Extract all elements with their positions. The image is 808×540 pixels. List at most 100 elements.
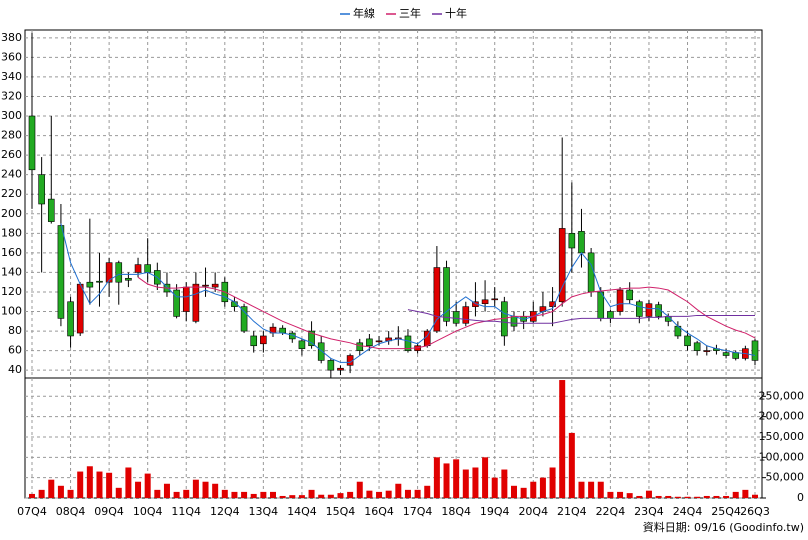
x-tick-label: 08Q4	[56, 505, 86, 518]
candle-body	[211, 283, 219, 288]
volume-bar	[318, 494, 325, 498]
volume-bar	[568, 432, 575, 498]
candle-body	[607, 311, 614, 319]
y2-tick-label: 200,000	[759, 410, 805, 423]
x-tick-label: 19Q4	[480, 505, 510, 518]
candle-body	[86, 281, 94, 288]
volume-bar	[491, 477, 498, 498]
y2-tick-label: 0	[797, 491, 804, 504]
candle-body	[38, 174, 45, 205]
candle-body	[636, 301, 643, 317]
candle-body	[202, 284, 209, 287]
volume-bar	[655, 495, 662, 498]
candle-body	[481, 299, 489, 305]
volume-bar	[144, 473, 151, 498]
legend-label: 年線	[353, 6, 375, 20]
volume-bar	[221, 489, 228, 498]
volume-bar	[289, 495, 296, 498]
candle-body	[279, 327, 286, 334]
volume-bar	[308, 489, 315, 498]
x-tick-label: 13Q4	[249, 505, 279, 518]
ma-line	[137, 276, 756, 350]
y-tick-label: 80	[8, 324, 22, 337]
volume-bar	[462, 469, 469, 498]
candle-body	[751, 340, 759, 361]
volume-bar	[511, 485, 517, 498]
y-tick-label: 360	[1, 50, 22, 63]
volume-bar	[414, 489, 421, 498]
y-tick-label: 60	[8, 344, 22, 357]
y-tick-label: 200	[1, 207, 22, 220]
y-tick-label: 160	[1, 246, 22, 259]
candle-body	[134, 264, 142, 273]
candle-body	[317, 342, 325, 361]
candle-body	[115, 262, 123, 283]
volume-bar	[539, 477, 546, 498]
volume-bar	[433, 457, 440, 498]
candle-body	[298, 340, 306, 349]
candle-body	[240, 306, 248, 332]
volume-bar	[279, 495, 286, 498]
volume-bar	[154, 489, 161, 498]
candle-body	[308, 330, 315, 347]
volume-bar	[482, 457, 489, 498]
candle-body	[578, 231, 585, 254]
volume-bar	[385, 490, 392, 498]
price-panel	[24, 29, 763, 379]
ma-line	[60, 223, 756, 363]
volume-bar	[453, 459, 460, 498]
y2-tick-label: 50,000	[766, 471, 805, 484]
volume-bar	[578, 481, 585, 498]
volume-bar	[530, 481, 537, 498]
x-tick-label: 15Q4	[326, 505, 356, 518]
candle-body	[173, 289, 180, 317]
x-tick-label: 23Q4	[634, 505, 664, 518]
footer: 資料日期: 09/16 (Goodinfo.tw)	[643, 520, 804, 534]
volume-bar	[77, 471, 84, 498]
candle-body	[192, 283, 200, 322]
candle-body	[144, 264, 151, 273]
x-tick-label: 12Q4	[210, 505, 240, 518]
volume-bar	[597, 481, 604, 498]
y-tick-label: 220	[1, 187, 22, 200]
candle-body	[684, 335, 691, 347]
volume-bar	[337, 493, 344, 498]
volume-bar	[86, 466, 93, 498]
volume-bar	[57, 485, 64, 498]
x-tick-label: 07Q4	[17, 505, 47, 518]
volume-bar	[250, 493, 257, 498]
volume-bar	[636, 495, 643, 498]
volume-bar	[607, 491, 614, 498]
volume-bar	[424, 485, 431, 498]
y-tick-label: 300	[1, 109, 22, 122]
volume-bar	[617, 491, 624, 498]
candle-body	[510, 316, 518, 327]
candle-body	[337, 367, 344, 371]
x-tick-label: 09Q4	[94, 505, 124, 518]
candle-body	[67, 301, 74, 337]
volume-bar	[742, 489, 749, 498]
volume-bar	[752, 494, 758, 498]
candle-body	[443, 267, 450, 322]
y2-tick-label: 150,000	[759, 430, 805, 443]
volume-bar	[395, 483, 402, 498]
volume-bar	[723, 495, 730, 498]
volume-bar	[501, 469, 508, 498]
volume-bar	[645, 490, 652, 498]
x-tick-label: 18Q4	[441, 505, 471, 518]
candle-body	[57, 225, 65, 319]
candle-body	[732, 352, 740, 359]
candle-body	[182, 286, 190, 312]
candle-body	[491, 298, 499, 301]
volume-bar	[212, 483, 219, 498]
y-tick-label: 100	[1, 305, 22, 318]
volume-bar	[665, 495, 672, 498]
volume-bar	[588, 481, 595, 498]
volume-bar	[694, 496, 701, 498]
candle-body	[356, 342, 364, 351]
volume-bar	[173, 491, 180, 498]
volume-bar	[376, 491, 383, 498]
y-tick-label: 340	[1, 70, 22, 83]
y-tick-label: 140	[1, 265, 22, 278]
y-tick-label: 260	[1, 148, 22, 161]
